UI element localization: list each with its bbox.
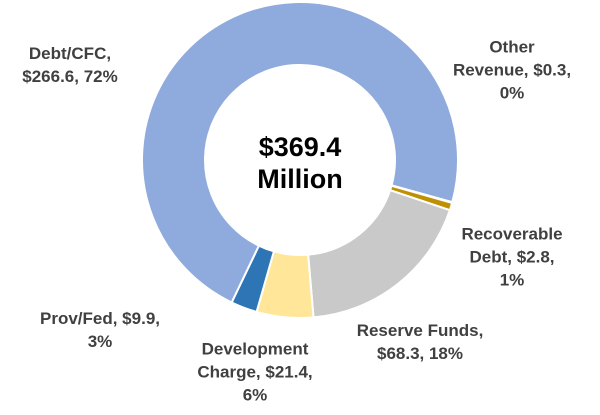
data-label: Development Charge, $21.4, 6% xyxy=(197,339,313,405)
data-label: Other Revenue, $0.3, 0% xyxy=(452,37,572,103)
data-label: Reserve Funds, $68.3, 18% xyxy=(356,321,484,363)
data-label: Debt/CFC, $266.6, 72% xyxy=(22,44,118,86)
donut-slice xyxy=(141,1,459,304)
data-label: Prov/Fed, $9.9, 3% xyxy=(40,309,160,351)
center-label: $369.4 Million xyxy=(257,132,343,194)
donut-slice xyxy=(307,188,452,319)
donut-slice xyxy=(230,244,276,314)
data-label: Recoverable Debt, $2.8, 1% xyxy=(461,224,563,290)
